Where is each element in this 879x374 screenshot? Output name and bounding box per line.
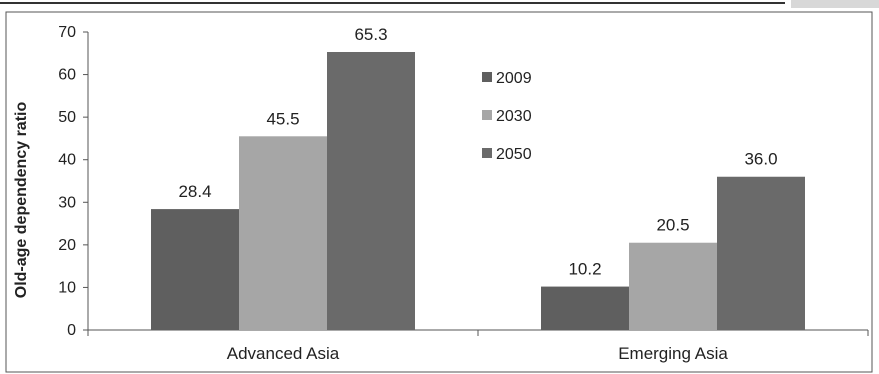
legend-swatch [482,110,492,120]
bars: 28.4 45.5 65.3 10.2 20.5 36.0 [151,25,805,330]
y-tick-label: 50 [58,109,76,126]
bar-2050 [717,176,805,330]
y-tick-label: 70 [58,24,76,41]
x-category-label: Emerging Asia [618,344,728,363]
bar-2030 [239,136,327,330]
bar-2009 [541,286,629,330]
y-tick-label: 40 [58,152,76,169]
data-label: 20.5 [656,216,689,235]
bar-2050 [327,52,415,330]
y-tick-label: 20 [58,237,76,254]
legend-label: 2009 [496,70,532,87]
bar-2030 [629,242,717,330]
corner-tab [791,0,879,8]
legend-label: 2030 [496,108,532,125]
legend-label: 2050 [496,146,532,163]
data-label: 10.2 [568,260,601,279]
data-label: 36.0 [744,150,777,169]
legend-swatch [482,148,492,158]
y-tick-label: 0 [67,322,76,339]
x-category-label: Advanced Asia [227,344,340,363]
data-label: 45.5 [266,109,299,128]
y-tick-label: 10 [58,279,76,296]
data-label: 65.3 [354,25,387,44]
y-tick-label: 30 [58,194,76,211]
data-label: 28.4 [178,182,211,201]
legend: 2009 2030 2050 [482,70,532,163]
legend-swatch [482,72,492,82]
chart-border [5,11,873,373]
bar-2009 [151,209,239,330]
y-tick-label: 60 [58,67,76,84]
y-axis-label: Old-age dependency ratio [13,102,30,299]
